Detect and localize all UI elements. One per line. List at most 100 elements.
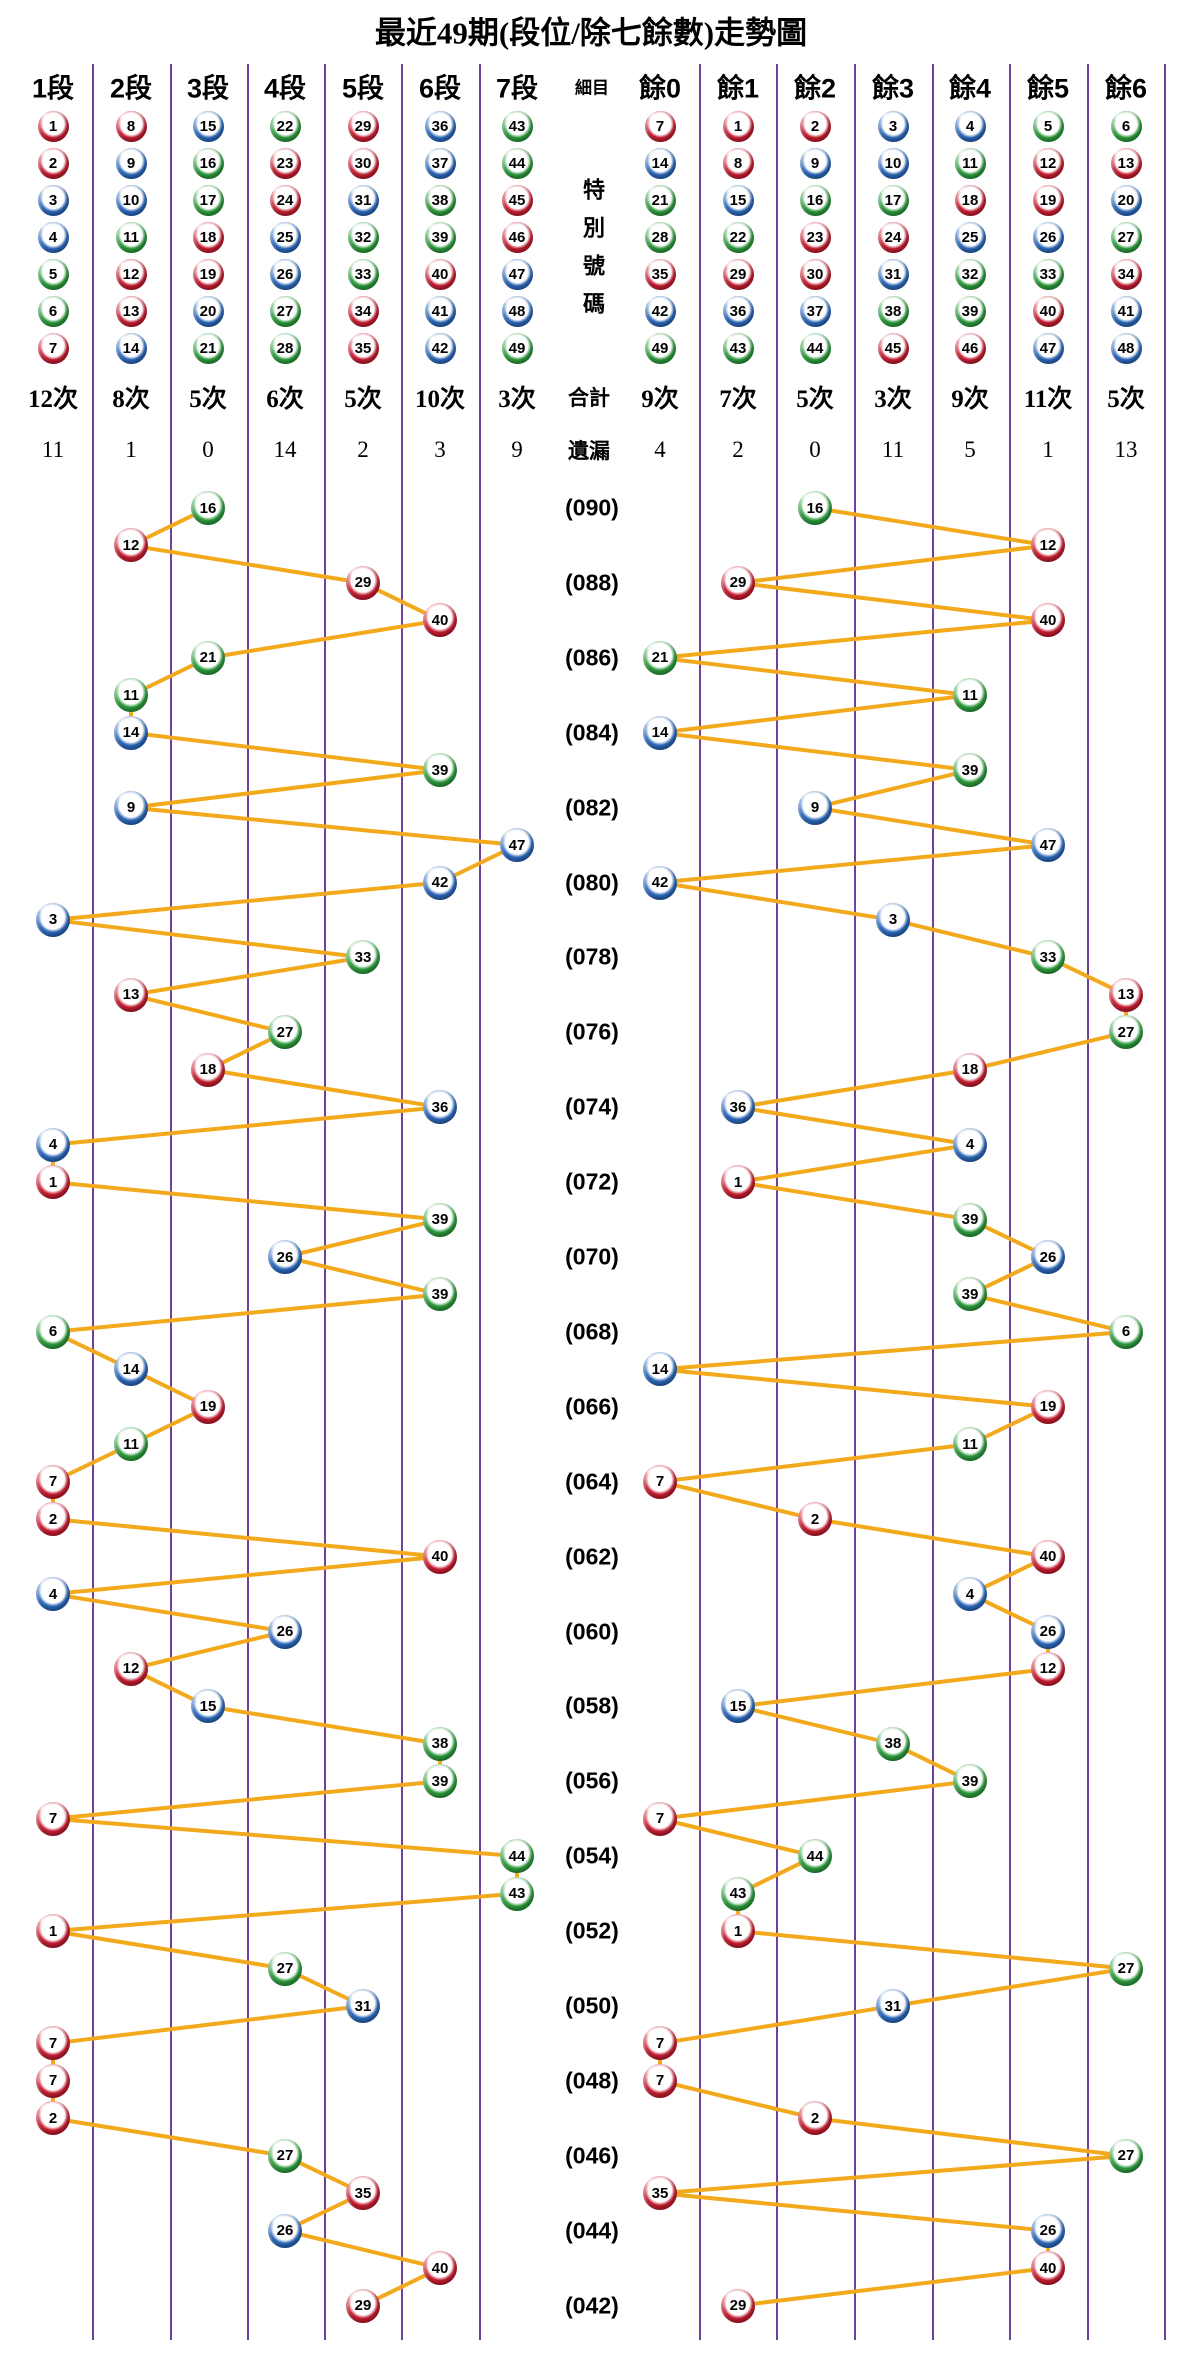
period-label: (076): [565, 1018, 619, 1045]
miss-remainder-3: 11: [881, 437, 905, 462]
ball-31: 31: [876, 1989, 910, 2023]
ball-22: 22: [722, 221, 754, 253]
ball-10: 10: [115, 184, 147, 216]
ball-12: 12: [1031, 1651, 1065, 1686]
ball-23: 23: [269, 147, 301, 179]
ball-35: 35: [347, 332, 379, 364]
ball-29: 29: [347, 110, 379, 142]
ball-1: 1: [721, 1165, 755, 1200]
ball-34: 34: [347, 295, 379, 327]
ball-31: 31: [347, 184, 379, 216]
ball-29: 29: [722, 258, 754, 290]
ball-42: 42: [423, 865, 457, 900]
ball-3: 3: [37, 184, 69, 216]
ball-41: 41: [424, 295, 456, 327]
count-remainder-6: 5次: [1107, 386, 1145, 413]
ball-39: 39: [423, 753, 457, 788]
miss-remainder-5: 1: [1042, 437, 1054, 462]
count-remainder-1: 7次: [719, 386, 757, 413]
ball-1: 1: [722, 110, 754, 142]
period-label: (080): [565, 869, 619, 895]
header-segment-6: 6段: [418, 73, 462, 104]
ball-3: 3: [877, 110, 909, 142]
period-label: (044): [565, 2217, 619, 2244]
ball-35: 35: [346, 2176, 380, 2211]
ball-49: 49: [501, 332, 533, 364]
count-remainder-3: 3次: [874, 386, 912, 413]
ball-47: 47: [1031, 828, 1065, 863]
ball-48: 48: [501, 295, 533, 327]
ball-16: 16: [799, 184, 831, 216]
ball-8: 8: [115, 110, 147, 142]
column-separator-line: [92, 64, 94, 2340]
miss-segment-1: 11: [41, 437, 65, 462]
ball-30: 30: [347, 147, 379, 179]
period-label: (046): [565, 2142, 619, 2169]
header-segment-2: 2段: [109, 73, 153, 104]
miss-remainder-6: 13: [1114, 437, 1138, 462]
ball-27: 27: [1109, 2138, 1143, 2173]
header-remainder-4: 餘4: [948, 73, 992, 104]
ball-39: 39: [953, 1202, 987, 1237]
ball-14: 14: [643, 1352, 677, 1387]
ball-12: 12: [114, 528, 148, 563]
ball-40: 40: [424, 258, 456, 290]
ball-45: 45: [877, 332, 909, 364]
period-label: (084): [565, 719, 619, 746]
column-separator-line: [776, 64, 778, 2340]
ball-1: 1: [36, 1165, 70, 1200]
ball-26: 26: [268, 2213, 302, 2248]
ball-24: 24: [269, 184, 301, 216]
ball-39: 39: [954, 295, 986, 327]
ball-40: 40: [423, 1539, 457, 1574]
ball-39: 39: [424, 221, 456, 253]
ball-2: 2: [37, 147, 69, 179]
ball-23: 23: [799, 221, 831, 253]
ball-15: 15: [721, 1689, 755, 1724]
ball-43: 43: [721, 1876, 755, 1911]
ball-13: 13: [115, 295, 147, 327]
ball-9: 9: [799, 147, 831, 179]
ball-3: 3: [876, 902, 910, 937]
miss-segment-2: 1: [125, 437, 137, 462]
ball-28: 28: [269, 332, 301, 364]
ball-12: 12: [1031, 528, 1065, 563]
column-separator-line: [1009, 64, 1011, 2340]
ball-27: 27: [1109, 1015, 1143, 1050]
count-remainder-2: 5次: [796, 386, 834, 413]
ball-1: 1: [36, 1914, 70, 1949]
ball-43: 43: [722, 332, 754, 364]
ball-4: 4: [953, 1127, 987, 1162]
ball-14: 14: [114, 715, 148, 750]
ball-29: 29: [721, 2288, 755, 2323]
ball-6: 6: [1110, 110, 1142, 142]
ball-8: 8: [722, 147, 754, 179]
column-separator-line: [324, 64, 326, 2340]
ball-33: 33: [346, 940, 380, 975]
ball-7: 7: [643, 2063, 677, 2098]
ball-38: 38: [423, 1726, 457, 1761]
count-segment-7: 3次: [498, 386, 536, 413]
ball-20: 20: [192, 295, 224, 327]
ball-7: 7: [643, 2026, 677, 2061]
ball-29: 29: [346, 2288, 380, 2323]
ball-14: 14: [643, 715, 677, 750]
column-separator-line: [170, 64, 172, 2340]
ball-39: 39: [423, 1277, 457, 1312]
ball-4: 4: [953, 1577, 987, 1612]
ball-40: 40: [1031, 603, 1065, 638]
ball-4: 4: [37, 221, 69, 253]
ball-47: 47: [500, 828, 534, 863]
period-label: (072): [565, 1168, 619, 1195]
miss-remainder-0: 4: [654, 437, 666, 462]
column-separator-line: [1164, 64, 1166, 2340]
ball-24: 24: [877, 221, 909, 253]
ball-17: 17: [192, 184, 224, 216]
ball-44: 44: [799, 332, 831, 364]
period-label: (050): [565, 1992, 619, 2019]
period-label: (064): [565, 1468, 619, 1495]
ball-1: 1: [721, 1914, 755, 1949]
count-segment-6: 10次: [414, 386, 466, 413]
column-separator-line: [699, 64, 701, 2340]
